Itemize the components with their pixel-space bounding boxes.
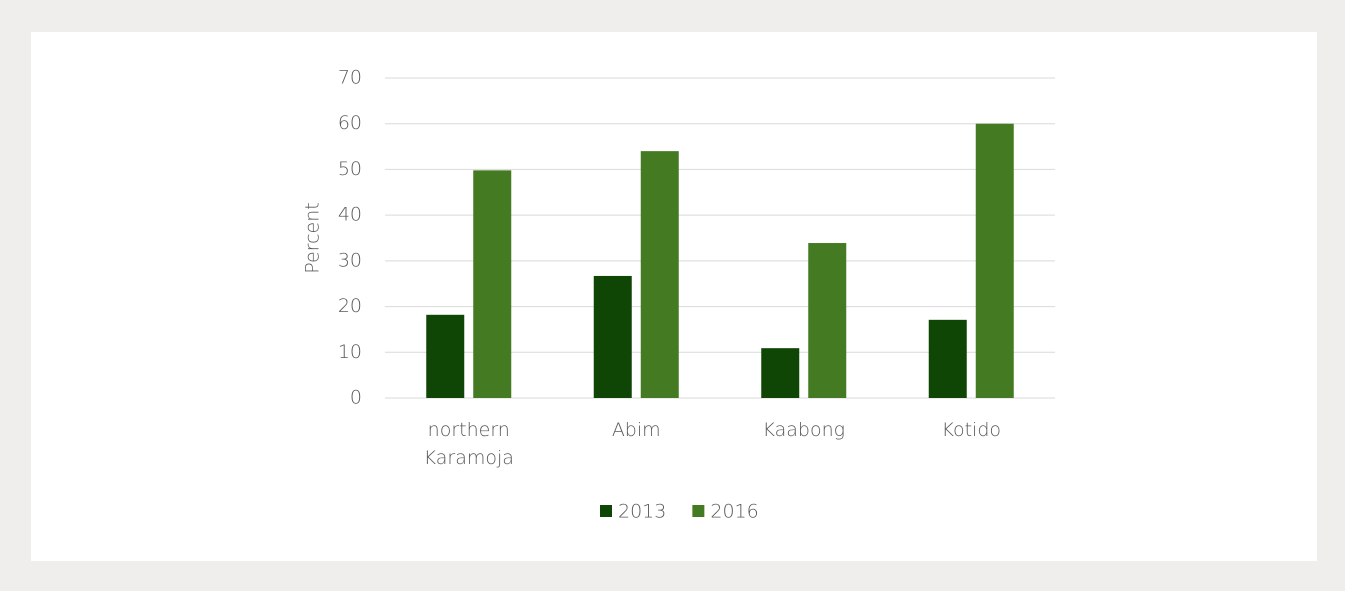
y-tick-label: 10 (338, 341, 362, 363)
y-tick-label: 20 (338, 295, 362, 317)
bar (808, 243, 847, 398)
bar (975, 123, 1014, 398)
y-tick-label: 70 (338, 67, 362, 89)
y-tick-label: 40 (338, 204, 362, 226)
x-tick-label: Kotido (941, 419, 1002, 441)
y-tick-label: 0 (350, 387, 362, 409)
y-tick-label: 30 (338, 249, 362, 271)
bar (761, 348, 800, 398)
x-tick-label: northern Karamoja (423, 419, 514, 469)
legend-swatch (600, 505, 612, 517)
y-axis-label: Percent (302, 202, 324, 274)
bar (473, 170, 512, 398)
y-tick-label: 60 (338, 112, 362, 134)
bar (928, 319, 967, 398)
bar (640, 151, 679, 398)
bar (426, 314, 465, 398)
legend-label: 2013 (618, 501, 666, 523)
x-tick-label: Abim (611, 419, 661, 441)
y-tick-label: 50 (338, 158, 362, 180)
legend-swatch (692, 505, 705, 517)
x-tick-label: Kaabong (762, 419, 846, 441)
legend-label: 2016 (710, 501, 758, 523)
bar (593, 275, 632, 398)
